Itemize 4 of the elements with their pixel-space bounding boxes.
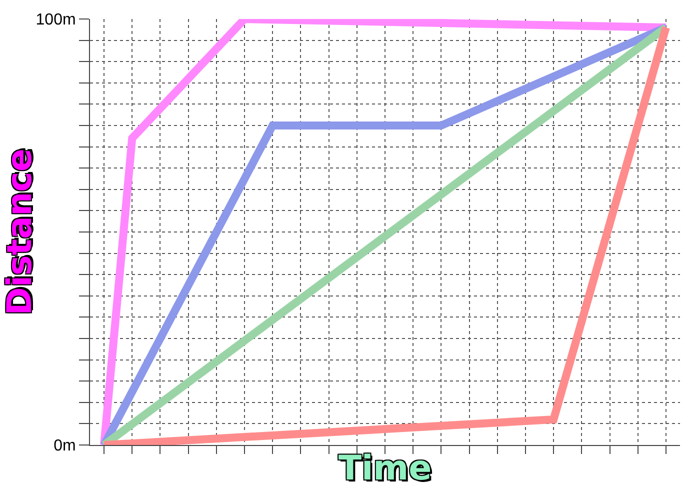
x-axis-title: Time bbox=[338, 448, 432, 488]
y-tick-label: 0m bbox=[54, 438, 76, 455]
y-tick-label: 100m bbox=[36, 12, 76, 29]
y-axis-title: Distance bbox=[0, 148, 40, 316]
